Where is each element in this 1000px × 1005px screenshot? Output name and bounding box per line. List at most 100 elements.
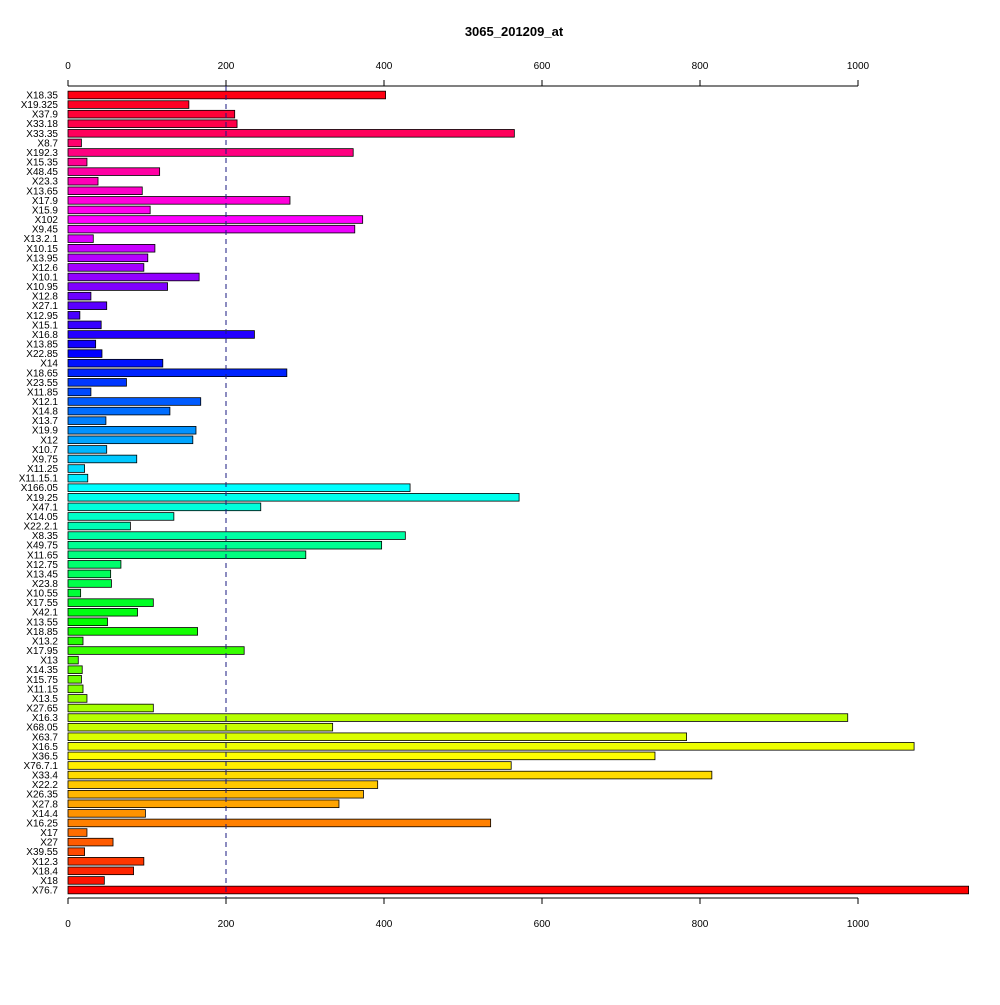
bar <box>67 90 386 100</box>
category-label: X11.65 <box>27 550 58 561</box>
category-label: X33.18 <box>26 119 58 130</box>
bar <box>67 770 713 780</box>
category-label: X13.95 <box>26 253 58 264</box>
category-label: X13.65 <box>26 186 58 197</box>
bar <box>67 608 138 617</box>
category-label: X11.15 <box>27 684 58 695</box>
category-label: X18.35 <box>26 91 58 102</box>
bar <box>67 885 969 895</box>
bar <box>67 579 112 588</box>
bar <box>67 148 354 157</box>
category-label: X68.05 <box>26 723 58 734</box>
category-label: X17.95 <box>26 646 58 657</box>
category-labels-group: X18.35X19.325X37.9X33.18X33.35X8.7X192.3… <box>19 91 59 897</box>
category-label: X10.15 <box>26 244 58 255</box>
bar <box>67 512 175 521</box>
category-label: X9.45 <box>32 225 59 236</box>
category-label: X23.8 <box>32 579 59 590</box>
bar <box>67 263 145 272</box>
bar <box>67 636 84 646</box>
bar <box>67 675 82 684</box>
category-label: X8.7 <box>37 138 58 149</box>
category-label: X10.95 <box>26 282 58 293</box>
bars-group <box>67 90 969 895</box>
bar <box>67 215 364 224</box>
category-label: X19.9 <box>32 426 59 437</box>
bar <box>67 502 262 512</box>
bar <box>67 665 83 674</box>
bottom-tick-label: 800 <box>692 919 709 930</box>
category-label: X17.55 <box>26 598 58 609</box>
category-label: X27.8 <box>32 799 59 810</box>
category-label: X18 <box>40 876 58 887</box>
category-label: X23.3 <box>32 177 59 188</box>
category-label: X48.45 <box>26 167 58 178</box>
bar <box>67 138 82 148</box>
bar <box>67 847 85 856</box>
category-label: X23.55 <box>26 378 58 389</box>
bar <box>67 789 364 799</box>
bar <box>67 809 146 818</box>
top-tick-label: 0 <box>65 61 71 72</box>
category-label: X15.1 <box>32 320 59 331</box>
bar <box>67 521 131 531</box>
bar <box>67 713 849 722</box>
bar <box>67 129 515 138</box>
category-label: X13 <box>40 656 58 667</box>
category-label: X102 <box>35 215 59 226</box>
category-label: X9.75 <box>32 454 59 465</box>
bar <box>67 866 134 876</box>
category-label: X14 <box>40 359 58 370</box>
category-label: X12.6 <box>32 263 59 274</box>
chart-title: 3065_201209_at <box>465 24 564 39</box>
bottom-tick-label: 400 <box>376 919 393 930</box>
category-label: X22.85 <box>26 349 58 360</box>
top-tick-label: 1000 <box>847 61 870 72</box>
bar <box>67 291 92 301</box>
bar <box>67 818 492 828</box>
bar <box>67 445 108 454</box>
category-label: X166.05 <box>21 483 59 494</box>
category-label: X14.8 <box>32 407 59 418</box>
bar <box>67 560 122 569</box>
bar <box>67 684 84 694</box>
bar <box>67 751 656 761</box>
category-label: X13.2.1 <box>24 234 59 245</box>
bar <box>67 588 82 598</box>
bar <box>67 780 379 789</box>
category-label: X16.8 <box>32 330 59 341</box>
bar <box>67 349 103 358</box>
bar <box>67 339 97 349</box>
bar <box>67 186 143 196</box>
bar <box>67 435 194 445</box>
bar <box>67 100 190 109</box>
category-label: X12.75 <box>26 560 58 571</box>
top-tick-label: 400 <box>376 61 393 72</box>
bar <box>67 876 105 885</box>
bar <box>67 742 915 751</box>
bar <box>67 454 138 464</box>
bar <box>67 722 334 732</box>
bar <box>67 406 171 416</box>
top-x-axis: 0 200 400 600 800 1000 <box>65 61 870 87</box>
bar <box>67 397 202 406</box>
category-label: X11.25 <box>27 464 58 475</box>
bar <box>67 473 89 483</box>
bar <box>67 196 291 205</box>
category-label: X12.95 <box>26 311 58 322</box>
category-label: X17 <box>40 828 58 839</box>
bar <box>67 569 112 579</box>
bar <box>67 426 197 435</box>
category-label: X14.35 <box>26 665 58 676</box>
bar <box>67 368 288 378</box>
category-label: X15.9 <box>32 205 59 216</box>
category-label: X26.35 <box>26 790 58 801</box>
bar <box>67 167 161 176</box>
bar <box>67 253 149 263</box>
bar <box>67 531 406 540</box>
category-label: X13.5 <box>32 694 59 705</box>
bar <box>67 234 94 243</box>
category-label: X76.7.1 <box>24 761 59 772</box>
category-label: X27.65 <box>26 704 58 715</box>
